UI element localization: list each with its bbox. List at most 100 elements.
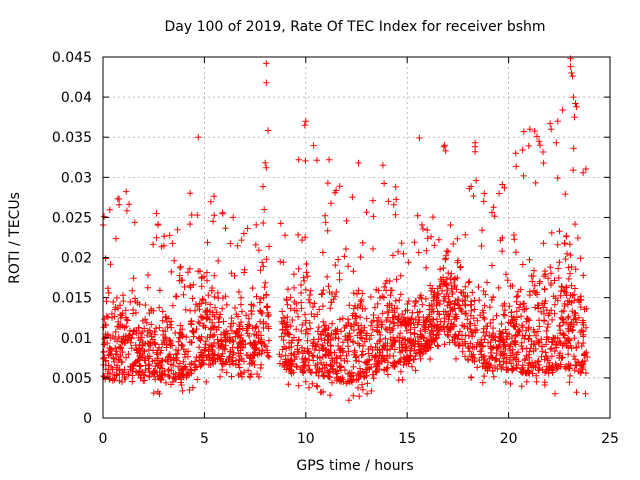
data-point [373, 362, 380, 370]
data-point [454, 257, 462, 264]
data-point [105, 352, 112, 359]
data-point [479, 307, 486, 314]
data-point [528, 272, 535, 280]
data-point [102, 357, 109, 364]
data-point [206, 301, 214, 308]
data-point [570, 166, 577, 174]
data-point [336, 346, 343, 354]
data-point [554, 118, 561, 125]
data-point [327, 200, 335, 207]
data-point [432, 335, 439, 342]
data-point [531, 282, 538, 289]
data-point [118, 359, 125, 366]
data-point [447, 301, 454, 308]
data-point [481, 315, 488, 323]
data-point [194, 211, 201, 219]
data-point [467, 320, 474, 327]
data-point [351, 347, 358, 354]
data-point [235, 371, 242, 379]
data-point [574, 234, 582, 242]
data-point [421, 324, 428, 331]
data-point [533, 289, 541, 296]
data-point [359, 342, 367, 350]
y-tick-label: 0.035 [52, 130, 92, 146]
data-point [530, 347, 537, 355]
data-point [153, 210, 160, 217]
data-point [573, 389, 580, 396]
data-point [441, 142, 448, 149]
data-point [416, 308, 423, 315]
data-point [172, 355, 180, 363]
data-point [310, 357, 317, 364]
data-point [229, 344, 236, 351]
data-point [577, 303, 584, 311]
data-point [455, 332, 462, 339]
data-point [206, 334, 213, 341]
data-point [411, 239, 418, 246]
data-point [487, 319, 494, 327]
data-point [466, 278, 473, 285]
data-point [125, 350, 132, 358]
data-point [543, 368, 550, 375]
data-point [318, 335, 325, 342]
data-point [186, 220, 194, 228]
data-point [497, 237, 504, 244]
data-point [131, 360, 138, 367]
data-point [581, 306, 588, 313]
data-point [287, 294, 294, 301]
data-point [171, 257, 178, 264]
data-point [328, 379, 336, 386]
data-point [234, 344, 241, 352]
data-point [385, 198, 392, 205]
data-point [324, 339, 331, 347]
data-point [520, 300, 528, 307]
data-point [335, 335, 342, 342]
data-point [554, 334, 561, 342]
data-point [376, 351, 383, 359]
data-point [511, 236, 518, 243]
data-point [265, 353, 273, 361]
data-point [260, 219, 267, 227]
data-point [569, 326, 577, 334]
data-point [429, 285, 436, 292]
data-point [346, 330, 353, 337]
data-point [461, 338, 469, 345]
data-point [295, 337, 302, 345]
data-point [375, 314, 382, 321]
x-axis-label: GPS time / hours [296, 458, 413, 474]
data-point [216, 314, 223, 321]
data-point [299, 321, 306, 329]
data-point [532, 359, 539, 367]
data-point [106, 369, 114, 377]
data-point [373, 286, 380, 293]
data-point [264, 352, 272, 360]
data-point [113, 338, 121, 345]
data-point [196, 300, 203, 308]
data-point [478, 354, 485, 361]
data-point [415, 249, 422, 256]
data-point [320, 286, 327, 294]
data-point [294, 231, 302, 239]
data-point [256, 299, 264, 306]
data-point [210, 352, 217, 359]
data-point [559, 354, 566, 361]
data-point [287, 350, 295, 357]
data-point [332, 331, 339, 338]
data-point [152, 341, 159, 348]
data-point [263, 256, 270, 263]
data-point [180, 291, 187, 298]
data-point [370, 311, 377, 319]
data-point [571, 334, 578, 342]
data-point [128, 335, 135, 342]
plot-frame [102, 56, 611, 419]
data-point [514, 349, 522, 356]
data-point [228, 314, 235, 322]
data-point [392, 338, 399, 346]
data-point [434, 327, 441, 334]
data-point [144, 353, 151, 360]
data-point [136, 362, 143, 369]
data-point [467, 373, 475, 381]
y-tick-label: 0.01 [61, 331, 92, 347]
data-point [188, 370, 195, 377]
data-point [489, 324, 497, 332]
